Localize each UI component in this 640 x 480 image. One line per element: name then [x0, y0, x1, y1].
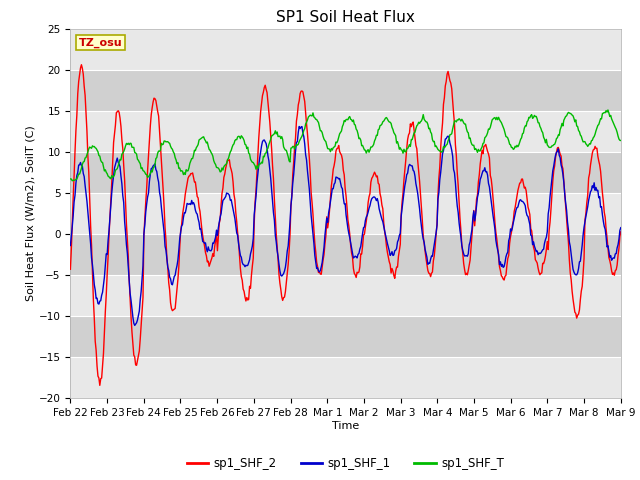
sp1_SHF_2 [317, 271, 325, 277]
Bar [70, 234, 621, 275]
sp1_SHF_1 [436, 177, 444, 182]
Bar [70, 193, 621, 234]
Y-axis label: Soil Heat Flux (W/m2), SoilT (C): Soil Heat Flux (W/m2), SoilT (C) [26, 126, 36, 301]
sp1_SHF_2 [483, 145, 490, 151]
sp1_SHF_2 [166, 287, 173, 293]
sp1_SHF_2 [96, 383, 104, 388]
sp1_SHF_2 [210, 253, 218, 259]
sp1_SHF_T [435, 147, 443, 153]
sp1_SHF_1 [209, 240, 217, 246]
sp1_SHF_1 [393, 246, 401, 252]
Bar [70, 152, 621, 193]
sp1_SHF_T [209, 153, 217, 159]
sp1_SHF_T [604, 107, 612, 113]
sp1_SHF_T [165, 140, 173, 145]
sp1_SHF_T [317, 128, 324, 133]
sp1_SHF_T [67, 176, 74, 182]
Legend: sp1_SHF_2, sp1_SHF_1, sp1_SHF_T: sp1_SHF_2, sp1_SHF_1, sp1_SHF_T [182, 452, 509, 475]
Bar [70, 316, 621, 357]
sp1_SHF_1 [317, 264, 325, 270]
sp1_SHF_1 [131, 323, 139, 328]
sp1_SHF_T [68, 178, 76, 184]
Line: sp1_SHF_T: sp1_SHF_T [70, 110, 621, 181]
Text: TZ_osu: TZ_osu [79, 37, 122, 48]
sp1_SHF_T [617, 138, 625, 144]
Bar [70, 275, 621, 316]
sp1_SHF_2 [393, 264, 401, 270]
sp1_SHF_1 [165, 267, 173, 273]
sp1_SHF_T [482, 134, 490, 140]
X-axis label: Time: Time [332, 421, 359, 431]
sp1_SHF_1 [617, 225, 625, 230]
sp1_SHF_2 [617, 229, 625, 235]
Bar [70, 70, 621, 111]
sp1_SHF_T [392, 133, 399, 139]
sp1_SHF_2 [67, 266, 74, 272]
sp1_SHF_1 [483, 168, 490, 174]
Bar [70, 29, 621, 70]
sp1_SHF_2 [77, 62, 85, 68]
sp1_SHF_1 [67, 242, 74, 248]
sp1_SHF_2 [436, 164, 444, 170]
Title: SP1 Soil Heat Flux: SP1 Soil Heat Flux [276, 10, 415, 25]
Line: sp1_SHF_1: sp1_SHF_1 [70, 127, 621, 325]
sp1_SHF_1 [295, 124, 303, 130]
Bar [70, 357, 621, 398]
Bar [70, 111, 621, 152]
Line: sp1_SHF_2: sp1_SHF_2 [70, 65, 621, 385]
